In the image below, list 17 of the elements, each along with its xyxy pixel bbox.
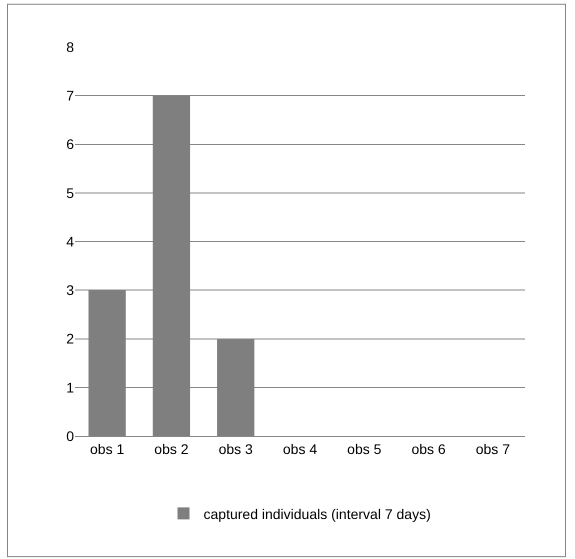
x-tick-label: obs 6 [411,440,446,457]
y-tick-label: 3 [66,282,74,298]
x-tick-label: obs 7 [476,440,510,457]
x-tick-label: obs 3 [218,440,254,457]
x-tick-label: obs 2 [154,440,189,457]
x-tick-label: obs 5 [347,440,382,457]
y-tick-label: 2 [66,330,74,347]
y-tick-label: 4 [66,233,74,250]
y-tick-label: 7 [66,88,74,104]
x-tick-label: obs 1 [90,440,124,457]
y-tick-label: 5 [66,184,74,201]
x-tick-label: obs 4 [282,440,318,457]
y-tick-label: 1 [66,379,74,396]
y-tick-label: 6 [66,136,74,152]
y-tick-label: 8 [66,38,74,55]
y-tick-label: 0 [66,428,74,444]
legend-label: captured individuals (interval 7 days) [204,506,431,522]
